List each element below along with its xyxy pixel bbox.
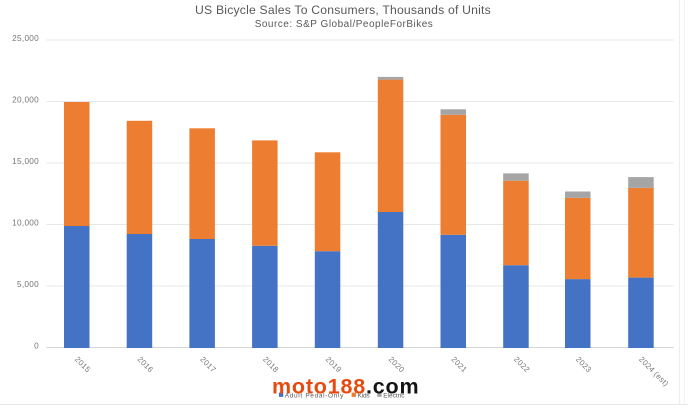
svg-text:Electric: Electric xyxy=(383,393,405,400)
svg-text:moto188.com: moto188.com xyxy=(272,375,419,399)
svg-text:Kids: Kids xyxy=(358,393,371,400)
svg-text:Source: S&P Global/PeopleForBi: Source: S&P Global/PeopleForBikes xyxy=(255,19,434,30)
svg-text:0: 0 xyxy=(34,342,39,351)
svg-text:15,000: 15,000 xyxy=(12,157,39,166)
svg-text:Adult Pedal-Only: Adult Pedal-Only xyxy=(285,393,344,400)
svg-text:10,000: 10,000 xyxy=(12,219,39,228)
svg-text:25,000: 25,000 xyxy=(12,34,39,43)
svg-text:5,000: 5,000 xyxy=(17,280,39,289)
svg-text:US Bicycle Sales To Consumers,: US Bicycle Sales To Consumers, Thousands… xyxy=(195,3,491,17)
svg-text:20,000: 20,000 xyxy=(12,96,39,105)
